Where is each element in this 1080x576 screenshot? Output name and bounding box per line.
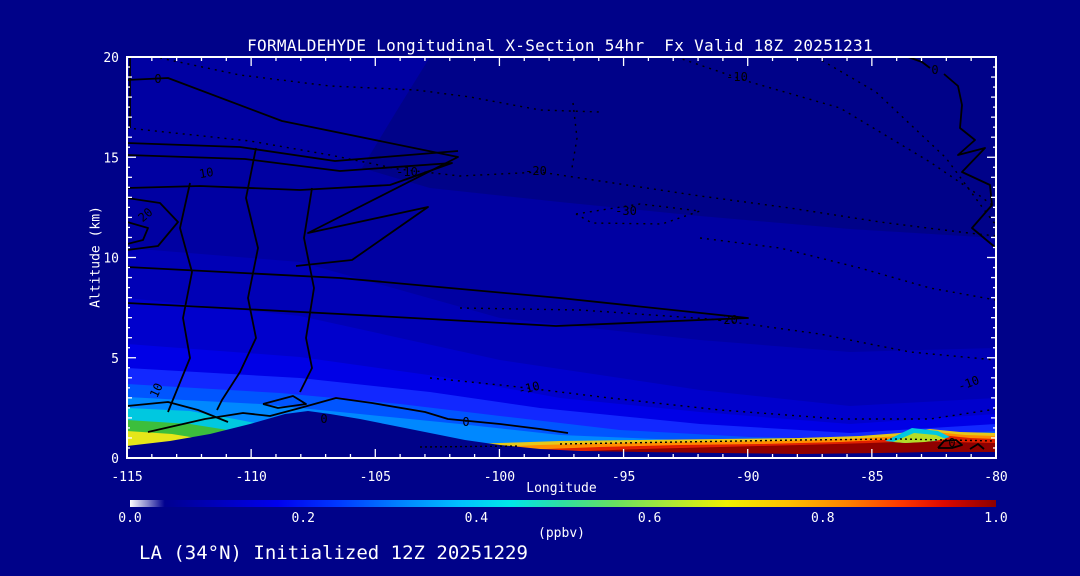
dotted-contour-label: -10	[956, 373, 981, 394]
solid-contour-line	[167, 182, 193, 413]
surface-green-bump	[893, 433, 946, 443]
dotted-contour-label: -30	[615, 204, 637, 218]
y-tick-label: 10	[103, 252, 119, 267]
solid-contour-line	[126, 266, 749, 327]
y-tick-label: 15	[103, 151, 119, 166]
dotted-contour-label: -10	[396, 165, 418, 179]
dotted-contour-label: -10	[517, 379, 542, 398]
solid-contour-line	[126, 401, 229, 423]
solid-contour-line	[262, 395, 307, 409]
y-tick-label: 20	[103, 51, 119, 66]
dotted-contour-label: -20	[716, 313, 738, 327]
solid-contour-line	[937, 439, 963, 449]
y-tick-label: 5	[111, 352, 119, 367]
solid-contour-line	[126, 142, 459, 162]
solid-contour-label: 10	[198, 165, 215, 181]
solid-contour-label: 0	[320, 412, 327, 426]
y-tick-label: 0	[111, 452, 119, 467]
solid-contour-line	[126, 221, 149, 245]
x-tick-label: -90	[736, 470, 759, 485]
colorbar-tick-label: 0.4	[464, 511, 489, 526]
solid-contour-label: 10	[147, 381, 166, 400]
colorbar-tick-label: 0.8	[811, 511, 835, 526]
x-tick-label: -100	[484, 470, 515, 485]
solid-contour-line	[907, 56, 931, 69]
colorbar-gradient	[130, 500, 996, 507]
solid-contour-label: 0	[948, 436, 955, 450]
plot-title: FORMALDEHYDE Longitudinal X-Section 54hr…	[247, 36, 873, 55]
x-tick-label: -115	[111, 470, 142, 485]
y-axis-label: Altitude (km)	[88, 206, 104, 308]
colorbar-tick-label: 1.0	[984, 511, 1008, 526]
colorbar-tick-label: 0.2	[291, 511, 315, 526]
x-axis-label: Longitude	[526, 481, 597, 496]
solid-contour-line	[126, 77, 459, 267]
x-tick-label: -85	[860, 470, 883, 485]
solid-contour-line	[299, 187, 315, 393]
solid-contour-line	[126, 197, 179, 251]
dotted-contour-line	[419, 445, 521, 448]
dotted-contour-label: -10	[726, 70, 748, 84]
dotted-contour-line	[575, 203, 701, 225]
colorbar-tick-label: 0.6	[637, 511, 662, 526]
x-tick-label: -105	[360, 470, 391, 485]
solid-contour-line	[216, 147, 259, 411]
colorbar-tick-label: 0.0	[118, 511, 142, 526]
solid-contour-label: 0	[154, 72, 161, 86]
solid-contour-line	[147, 397, 569, 434]
solid-contour-label: 0	[462, 415, 469, 429]
surface-darkred-band	[560, 441, 996, 455]
terrain-mask	[127, 411, 996, 458]
x-tick-label: -95	[612, 470, 635, 485]
dotted-contour-line	[571, 102, 578, 169]
solid-contour-line	[969, 443, 985, 450]
solid-contour-line	[126, 154, 453, 191]
solid-contour-label: 0	[931, 63, 938, 77]
init-time-label: LA (34°N) Initialized 12Z 20251229	[139, 542, 528, 564]
dotted-contour-label: -20	[525, 164, 547, 178]
dotted-contour-line	[675, 56, 997, 209]
colorbar-units-label: (ppbv)	[538, 526, 585, 541]
x-tick-label: -80	[984, 470, 1007, 485]
x-tick-label: -110	[235, 470, 266, 485]
solid-contour-line	[943, 73, 997, 249]
dotted-contour-line	[559, 438, 997, 445]
